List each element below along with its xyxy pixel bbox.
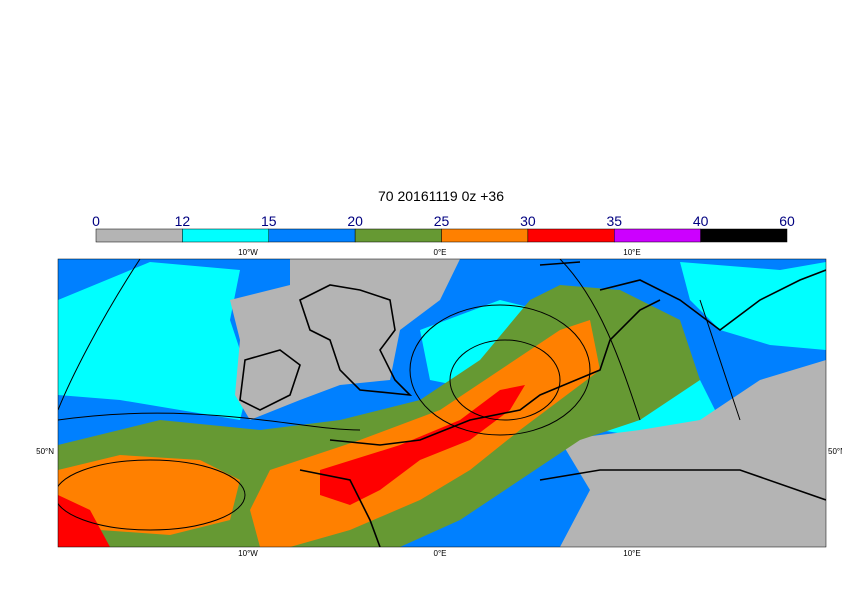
colorbar-segment bbox=[614, 228, 701, 243]
colorbar-segment bbox=[95, 228, 183, 243]
coastline bbox=[299, 299, 826, 547]
field-region bbox=[58, 455, 240, 535]
colorbar-label: 12 bbox=[175, 213, 191, 229]
contour bbox=[449, 339, 561, 421]
map-field bbox=[58, 259, 826, 547]
colorbar-segment bbox=[268, 228, 356, 243]
colorbar-label: 0 bbox=[92, 213, 100, 229]
lon-label: 0°E bbox=[434, 248, 447, 257]
colorbar: 0 12 15 20 25 30 35 40 60 bbox=[92, 213, 795, 243]
colorbar-segment bbox=[527, 228, 615, 243]
lon-label: 10°E bbox=[623, 248, 640, 257]
colorbar-label: 60 bbox=[779, 213, 795, 229]
field-region bbox=[320, 385, 525, 505]
lat-label: 50°N bbox=[828, 447, 842, 456]
contour bbox=[409, 304, 591, 436]
lon-label: 10°W bbox=[238, 248, 258, 257]
title: 70 20161119 0z +36 bbox=[378, 188, 504, 204]
lon-label: 10°E bbox=[623, 549, 640, 558]
contour bbox=[58, 259, 741, 431]
field-region bbox=[230, 259, 460, 420]
colorbar-segment bbox=[182, 228, 269, 243]
field-region bbox=[58, 262, 250, 420]
coastline bbox=[239, 349, 301, 411]
field-region bbox=[58, 495, 110, 547]
colorbar-label: 25 bbox=[434, 213, 450, 229]
map-frame bbox=[57, 258, 827, 548]
colorbar-segment bbox=[354, 228, 442, 243]
contour bbox=[58, 459, 246, 531]
colorbar-label: 35 bbox=[606, 213, 622, 229]
lon-label: 10°W bbox=[238, 549, 258, 558]
colorbar-segment bbox=[441, 228, 529, 243]
field-region bbox=[560, 360, 826, 547]
lon-label: 0°E bbox=[434, 549, 447, 558]
colorbar-label: 15 bbox=[261, 213, 277, 229]
colorbar-label: 40 bbox=[693, 213, 709, 229]
lat-label: 50°N bbox=[36, 447, 54, 456]
coastline bbox=[539, 261, 826, 331]
colorbar-segment bbox=[700, 228, 788, 243]
coastline bbox=[299, 284, 413, 397]
map-axes: 10°W 10°W 0°E 0°E 10°E 10°E 50°N 50°N bbox=[36, 248, 842, 558]
colorbar-label: 30 bbox=[520, 213, 536, 229]
colorbar-label: 20 bbox=[347, 213, 363, 229]
